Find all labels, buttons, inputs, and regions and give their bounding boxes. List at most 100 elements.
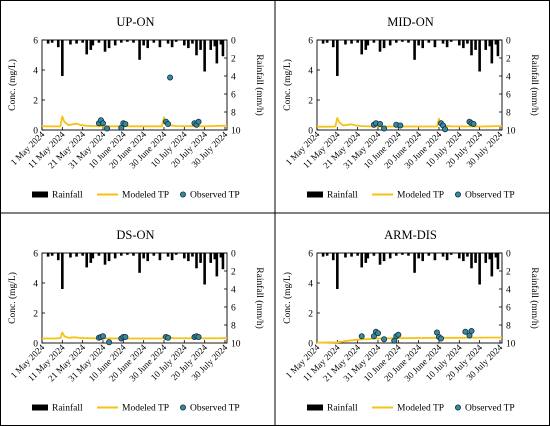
rainfall-bar	[494, 253, 498, 258]
rainfall-bar	[336, 253, 339, 289]
rainfall-bar	[388, 253, 392, 259]
rainfall-bar	[458, 253, 461, 259]
rainfall-bar	[474, 40, 477, 50]
rainfall-bar	[490, 253, 494, 277]
rainfall-bar	[449, 40, 453, 42]
legend-label-observed: Observed TP	[190, 191, 240, 201]
y-tick-label: 6	[33, 37, 38, 47]
y-axis-label: Conc. (mg/L)	[282, 59, 293, 111]
legend-label-observed: Observed TP	[465, 191, 515, 201]
rainfall-bar	[119, 253, 123, 256]
rainfall-bar	[166, 40, 170, 44]
observed-tp-point	[468, 328, 475, 335]
rainfall-bar	[61, 40, 64, 76]
y2-tick-label: 8	[506, 322, 511, 332]
legend-swatch-rainfall	[32, 404, 48, 411]
rainfall-bar	[401, 253, 404, 255]
rainfall-bar	[187, 40, 190, 49]
rainfall-bar	[166, 253, 170, 257]
rainfall-bar	[350, 40, 353, 44]
legend-label-modeled: Modeled TP	[397, 404, 444, 414]
y2-tick-label: 10	[231, 127, 241, 137]
rainfall-bar	[462, 253, 465, 262]
plot-frame	[41, 39, 228, 131]
rainfall-bar	[417, 40, 420, 46]
y2-axis-label: Rainfall (mm/h)	[529, 54, 540, 115]
observed-tp-point	[397, 122, 404, 129]
rainfall-bar	[119, 40, 123, 43]
y2-tick-label: 6	[231, 304, 236, 314]
legend-label-observed: Observed TP	[190, 404, 240, 414]
observed-tp-point	[395, 331, 402, 338]
observed-tp-point	[462, 328, 469, 335]
rainfall-bar	[221, 40, 225, 57]
rainfall-bar	[331, 253, 335, 261]
rainfall-bar	[221, 253, 225, 270]
panel-title: DS-ON	[116, 228, 154, 242]
rainfall-bar	[91, 253, 95, 259]
y2-axis-label: Rainfall (mm/h)	[254, 54, 265, 115]
y2-tick-label: 6	[231, 91, 236, 101]
rainfall-bar	[344, 40, 347, 45]
y-tick-label: 2	[308, 310, 313, 320]
rainfall-bar	[433, 253, 437, 261]
observed-tp-point	[358, 333, 365, 340]
rainfall-bar	[478, 253, 481, 285]
plot-frame	[316, 252, 503, 344]
rainfall-bar	[170, 40, 174, 48]
rainfall-bar	[331, 40, 335, 48]
rainfall-bar	[199, 40, 202, 50]
rainfall-bar	[445, 40, 449, 48]
panel-1: MID-ON 0 2 4 6 0 2 4 6 8 10 Conc. (mg/L) Rainfall (m…	[282, 15, 540, 201]
legend-label-rainfall: Rainfall	[327, 190, 358, 201]
observed-tp-point	[167, 74, 174, 81]
y-tick-label: 2	[33, 97, 38, 107]
rainfall-bar	[174, 253, 178, 255]
rainfall-bar	[382, 253, 386, 262]
rainfall-bar	[466, 253, 469, 257]
rainfall-bar	[474, 253, 477, 263]
rainfall-bar	[462, 40, 465, 49]
rainfall-bar	[91, 40, 95, 46]
legend-label-modeled: Modeled TP	[122, 191, 169, 201]
rainfall-bar	[356, 253, 359, 256]
rainfall-bar	[219, 40, 223, 45]
legend-label-rainfall: Rainfall	[327, 403, 358, 414]
y-tick-label: 4	[308, 280, 313, 290]
rainfall-bar	[325, 40, 329, 43]
observed-tp-point	[122, 334, 129, 341]
rainfall-bar	[336, 40, 339, 76]
plot-frame	[41, 252, 228, 344]
rainfall-bar	[433, 40, 437, 48]
rainfall-bar	[46, 40, 50, 44]
rainfall-bar	[470, 40, 473, 56]
rainfall-bar	[364, 40, 368, 50]
y2-tick-label: 8	[506, 109, 511, 119]
y-tick-label: 6	[33, 250, 38, 260]
rainfall-bar	[366, 253, 370, 259]
observed-tp-point	[470, 121, 477, 128]
rainfall-bar	[107, 40, 111, 49]
panel-title: MID-ON	[387, 15, 434, 29]
panel-3: ARM-DIS 0 2 4 6 0 2 4 6 8 10 Conc. (mg/L) Rainfall (…	[282, 228, 540, 414]
y2-tick-label: 10	[506, 340, 516, 350]
y2-tick-label: 8	[231, 109, 236, 119]
observed-tp-point	[106, 339, 113, 346]
rainfall-bar	[158, 40, 162, 48]
observed-tp-point	[165, 334, 172, 341]
rainfall-bar	[417, 253, 420, 259]
y-tick-label: 0	[33, 127, 38, 137]
rainfall-bar	[382, 40, 386, 49]
y2-axis-label: Rainfall (mm/h)	[254, 267, 265, 328]
legend-swatch-rainfall	[32, 191, 48, 198]
rainfall-bar	[356, 40, 359, 43]
rainfall-bar	[213, 40, 217, 47]
rainfall-bar	[50, 40, 54, 43]
legend-swatch-rainfall	[307, 191, 323, 198]
rainfall-bar	[50, 253, 54, 256]
rainfall-bar	[407, 40, 410, 43]
rainfall-bar	[490, 40, 494, 64]
y-tick-label: 0	[308, 340, 313, 350]
rainfall-bar	[458, 40, 461, 46]
